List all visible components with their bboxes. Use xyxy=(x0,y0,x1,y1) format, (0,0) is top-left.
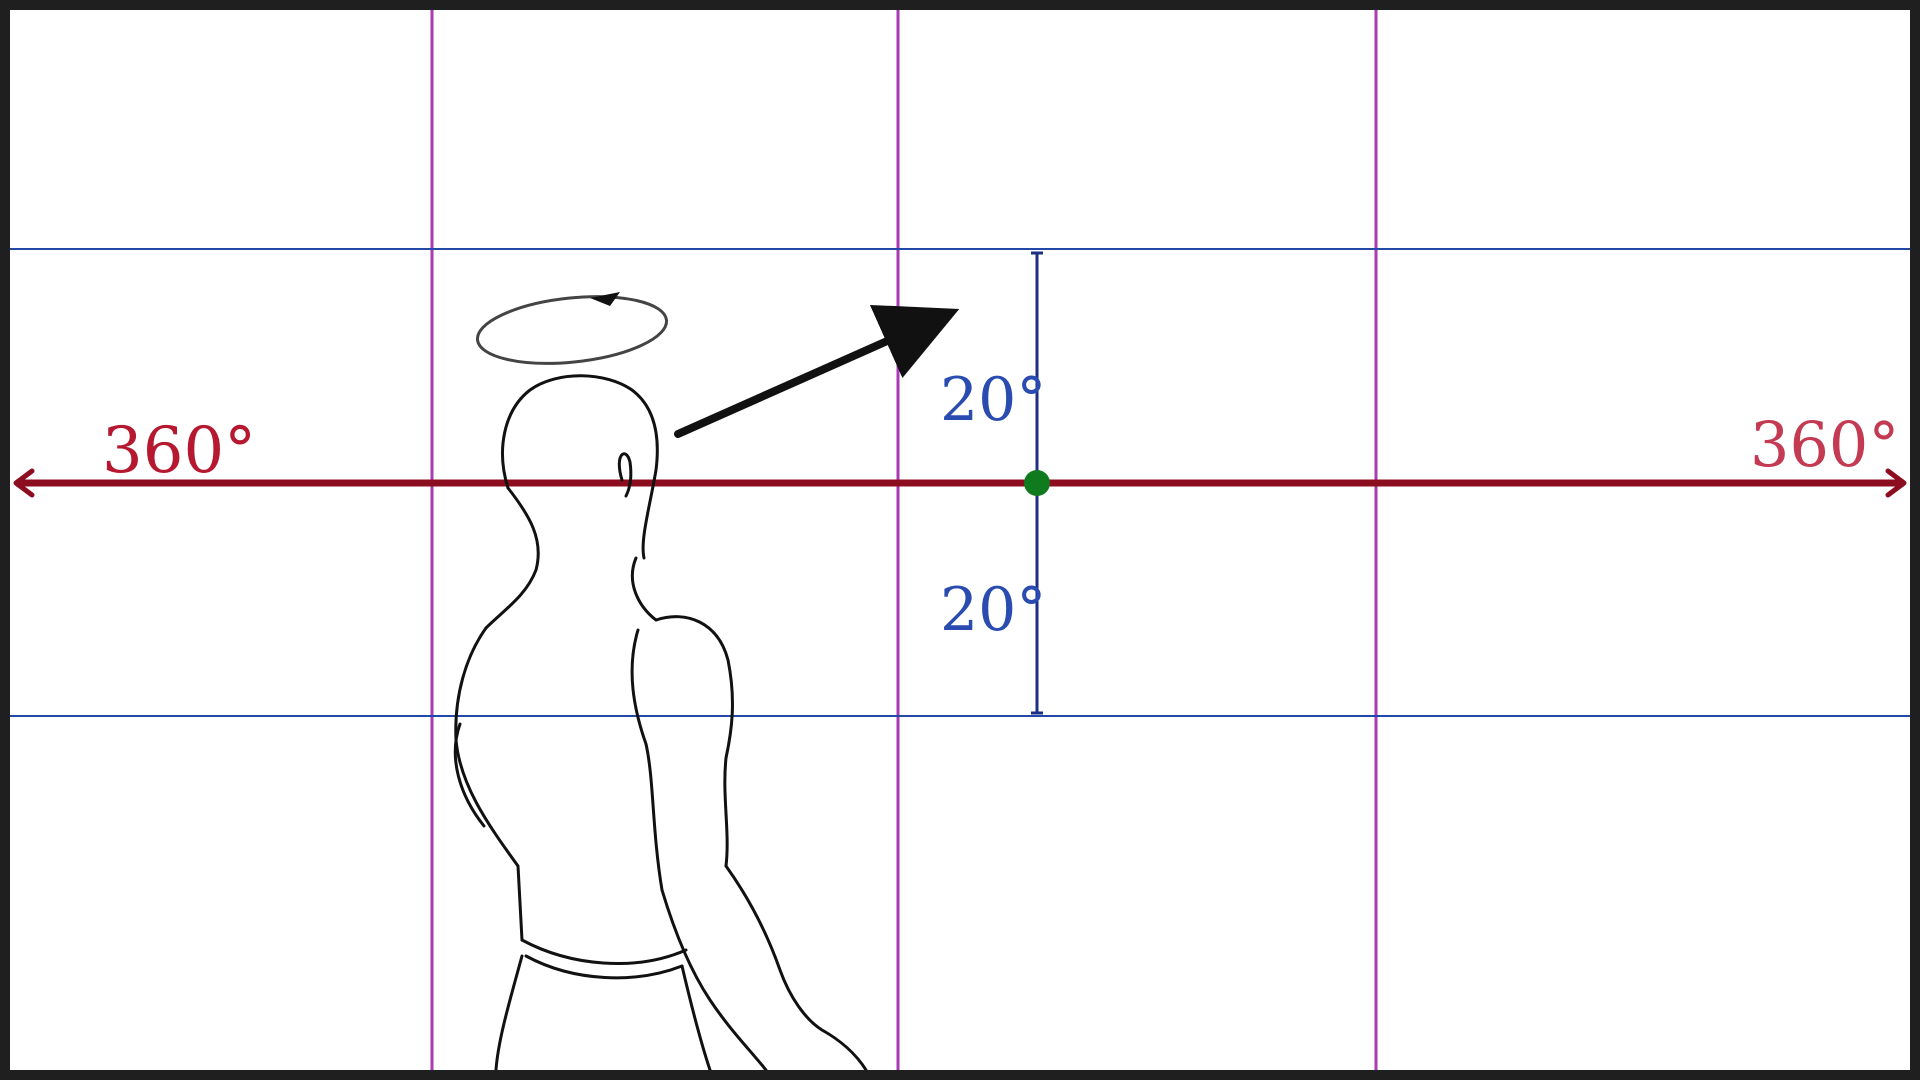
vertical-up-label: 20° xyxy=(940,365,1046,435)
horizontal-left-label: 360° xyxy=(102,414,256,488)
drawing-canvas: 360° 360° 20° 20° xyxy=(10,10,1910,1070)
diagram-svg: 360° 360° 20° 20° xyxy=(10,10,1910,1070)
horizontal-right-label: 360° xyxy=(1750,408,1899,481)
horizon-right-arrow xyxy=(1885,468,1907,498)
horizon-left-arrow xyxy=(13,468,35,498)
arrow-icon xyxy=(674,304,960,438)
figure-sketch xyxy=(453,374,868,1070)
vertical-down-label: 20° xyxy=(940,575,1046,645)
circular-arrow-icon xyxy=(475,292,669,365)
center-point xyxy=(1024,470,1050,496)
